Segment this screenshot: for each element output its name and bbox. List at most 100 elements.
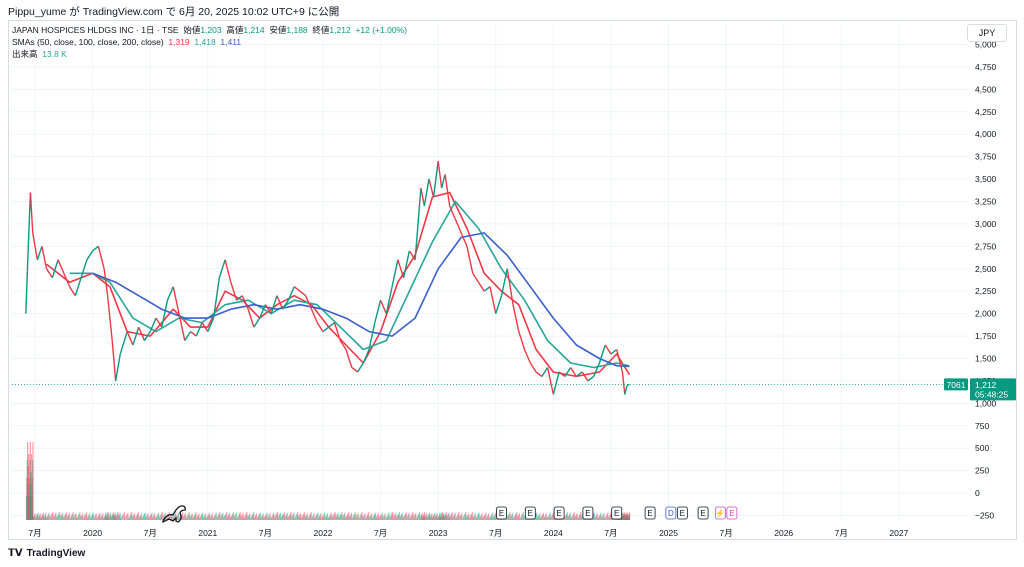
volume-bar <box>569 512 571 520</box>
volume-bar <box>25 496 28 520</box>
currency-button[interactable]: JPY <box>967 24 1007 42</box>
volume-bar <box>371 517 374 520</box>
earnings-marker[interactable]: E <box>697 506 709 520</box>
dino-icon[interactable] <box>162 505 186 524</box>
volume-bar <box>265 514 267 520</box>
earnings-marker-label: E <box>680 509 685 518</box>
earnings-marker[interactable]: E <box>496 506 507 520</box>
volume-bar <box>31 460 34 520</box>
earnings-marker[interactable]: E <box>676 506 688 520</box>
earnings-marker[interactable]: E <box>611 506 623 520</box>
volume-bar <box>570 517 572 520</box>
volume-bar <box>139 515 141 520</box>
volume-bar <box>65 512 68 520</box>
volume-bar <box>254 515 257 520</box>
earnings-marker[interactable]: ⚡ <box>714 506 726 520</box>
earnings-marker[interactable]: D <box>665 506 677 520</box>
earnings-marker[interactable]: E <box>726 506 738 520</box>
volume-bar <box>507 515 509 520</box>
price-segment <box>27 192 32 251</box>
volume-bar <box>257 515 260 520</box>
price-segment <box>247 308 255 328</box>
volume-label[interactable]: 出来高 <box>12 49 38 59</box>
volume-bar <box>518 513 521 520</box>
price-segment <box>432 161 439 198</box>
sma-label[interactable]: SMAs (50, close, 100, close, 200, close) <box>12 37 164 47</box>
y-tick-label: 4,500 <box>975 84 997 94</box>
volume-bar <box>460 514 462 520</box>
volume-bar <box>608 517 610 520</box>
volume-bar <box>417 515 419 520</box>
volume-bar <box>628 514 630 520</box>
y-tick-label: −250 <box>975 511 994 521</box>
volume-bar <box>90 515 93 520</box>
volume-bar <box>93 517 95 520</box>
volume-bar <box>252 512 255 520</box>
volume-bar <box>171 512 173 520</box>
volume-bar <box>624 513 627 520</box>
volume-bar <box>435 517 437 520</box>
volume-bar <box>253 517 256 520</box>
volume-bar <box>482 517 484 520</box>
volume-bar <box>122 514 124 520</box>
volume-bar <box>509 512 511 520</box>
price-segment <box>166 286 174 301</box>
volume-bar <box>340 514 342 520</box>
volume-bar <box>334 512 336 520</box>
volume-bar <box>420 515 423 520</box>
earnings-marker[interactable]: E <box>553 506 565 520</box>
sma-line-sma200 <box>92 232 630 368</box>
footer-brand[interactable]: 𝗧𝗩 TradingView <box>8 548 85 559</box>
volume-bar <box>29 460 31 520</box>
volume-bar <box>30 454 33 520</box>
y-tick-label: 750 <box>975 421 989 431</box>
volume-bar <box>28 496 30 520</box>
volume-bar <box>170 514 172 520</box>
volume-bar <box>622 517 624 520</box>
price-segment <box>564 367 572 377</box>
price-segment <box>593 362 601 377</box>
volume-bar <box>464 514 466 520</box>
volume-bar <box>258 514 260 520</box>
volume-bar <box>101 515 103 520</box>
price-segment <box>444 174 451 207</box>
volume-bar <box>579 514 581 520</box>
volume-bar <box>107 513 109 520</box>
symbol-line[interactable]: JAPAN HOSPICES HLDGS INC · 1日 · TSE <box>12 25 179 35</box>
volume-bar <box>510 516 512 520</box>
volume-bar <box>203 515 206 520</box>
volume-bar <box>140 513 142 520</box>
price-segment <box>345 349 353 368</box>
sma50-value: 1,319 <box>168 37 190 47</box>
earnings-marker[interactable]: E <box>524 506 536 520</box>
volume-bar <box>188 512 190 520</box>
price-line-group <box>12 161 968 395</box>
volume-bar <box>424 517 426 520</box>
volume-bar <box>392 512 394 520</box>
volume-bar <box>327 517 330 520</box>
volume-bar <box>403 515 405 520</box>
volume-bar <box>592 514 595 520</box>
volume-bar <box>240 516 242 520</box>
volume-bar <box>379 515 381 520</box>
volume-bar <box>100 517 102 520</box>
volume-bar <box>433 514 435 520</box>
tradingview-logo-icon: 𝗧𝗩 <box>8 548 23 559</box>
publish-line: Pippu_yume が TradingView.com で 6月 20, 20… <box>8 6 340 18</box>
x-tick-label: 7月 <box>489 528 502 538</box>
price-segment <box>258 304 267 319</box>
volume-bar <box>428 514 430 520</box>
volume-bar <box>573 512 575 520</box>
volume-bar <box>427 515 429 520</box>
legend-symbol-row: JAPAN HOSPICES HLDGS INC · 1日 · TSE 始値1,… <box>12 24 407 36</box>
volume-bar <box>187 514 189 520</box>
volume-bar <box>209 517 212 520</box>
sma-line-sma50 <box>46 191 631 378</box>
volume-bar <box>109 514 111 520</box>
earnings-marker[interactable]: E <box>582 506 594 520</box>
volume-bar <box>26 478 28 520</box>
volume-bar <box>190 515 192 520</box>
earnings-marker[interactable]: E <box>644 506 656 520</box>
volume-bar <box>43 517 45 520</box>
